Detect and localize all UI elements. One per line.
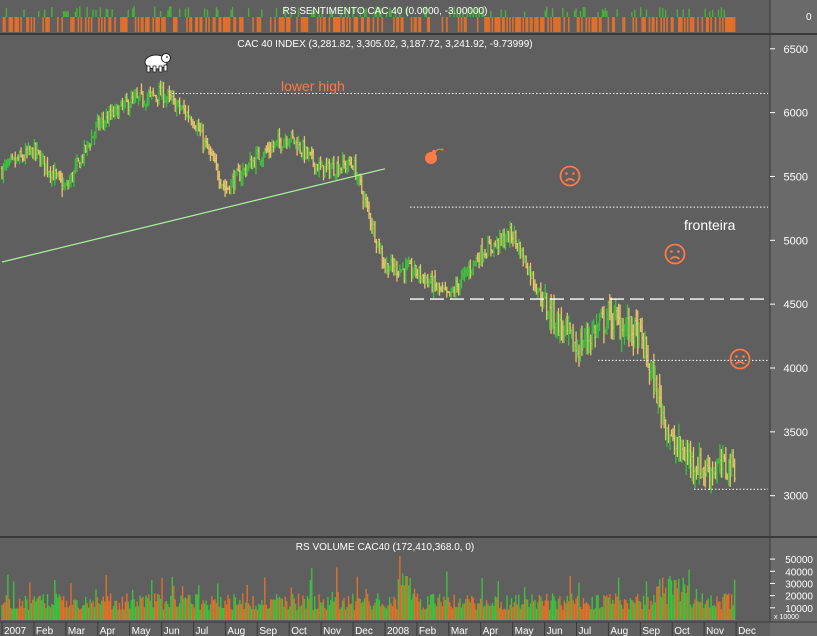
time-tick-label: Jun xyxy=(547,626,563,636)
volume-tick-label: 30000 xyxy=(785,579,813,590)
time-axis: 2007 Feb Mar Apr May Jun Jul Aug Sep Oct Nov Dec 200… xyxy=(1,622,756,636)
trendline xyxy=(1,168,386,263)
price-tick-label: 4500 xyxy=(784,299,808,311)
time-tick-label: May xyxy=(515,626,534,636)
volume-title: RS VOLUME CAC40 (172,410,368.0, 0) xyxy=(296,542,474,553)
time-tick-label: Oct xyxy=(674,626,690,636)
fronteira-annotation: fronteira xyxy=(684,217,736,233)
volume-tick-label: 50000 xyxy=(785,555,813,566)
price-tick-label: 4000 xyxy=(784,363,808,375)
time-tick-label: Mar xyxy=(451,626,469,636)
axis-panel xyxy=(770,0,817,636)
time-tick-label: Nov xyxy=(323,626,341,636)
price-title: CAC 40 INDEX (3,281.82, 3,305.02, 3,187.… xyxy=(237,39,532,50)
sad-face-icon xyxy=(729,348,751,370)
time-tick-label: Apr xyxy=(100,626,116,636)
sentiment-axis-label: 0 xyxy=(806,12,812,23)
price-tick-label: 5500 xyxy=(784,171,808,183)
volume-tick-label: 20000 xyxy=(785,592,813,603)
sad-face-icon xyxy=(664,243,686,265)
time-tick-label: Mar xyxy=(68,626,86,636)
reference-lines xyxy=(1,92,768,490)
price-tick-label: 6000 xyxy=(784,108,808,120)
time-tick-label: May xyxy=(132,626,151,636)
time-tick-label: Dec xyxy=(738,626,756,636)
time-tick-label: Nov xyxy=(706,626,724,636)
time-tick-label: Dec xyxy=(355,626,373,636)
time-tick-label: Feb xyxy=(419,626,437,636)
volume-tick-label: 40000 xyxy=(785,567,813,578)
time-tick-label: Aug xyxy=(610,626,628,636)
lower-high-annotation: lower high xyxy=(281,78,345,94)
price-tick-label: 3500 xyxy=(784,427,808,439)
price-tick-label: 3000 xyxy=(784,491,808,503)
sentiment-bars xyxy=(2,6,736,32)
time-tick-label: Jul xyxy=(579,626,592,636)
bear-icon xyxy=(144,53,171,73)
time-tick-label: 2008 xyxy=(387,626,410,636)
time-tick-label: Oct xyxy=(291,626,307,636)
price-tick-label: 6500 xyxy=(784,44,808,56)
time-tick-label: Sep xyxy=(642,626,660,636)
price-axis: 6500 6000 5500 5000 4500 4000 3500 3000 xyxy=(770,44,808,503)
volume-tick-label: 10000 xyxy=(785,604,813,615)
time-tick-label: Apr xyxy=(483,626,499,636)
bomb-icon: * xyxy=(425,147,444,164)
volume-bars xyxy=(1,555,736,620)
time-tick-label: Aug xyxy=(227,626,245,636)
sad-face-icon xyxy=(559,165,581,187)
price-tick-label: 5000 xyxy=(784,235,808,247)
time-tick-label: Sep xyxy=(259,626,277,636)
volume-multiplier: x 10000 xyxy=(774,614,799,621)
time-tick-label: Feb xyxy=(36,626,54,636)
time-tick-label: Jul xyxy=(196,626,209,636)
time-tick-label: 2007 xyxy=(4,626,27,636)
time-tick-label: Jun xyxy=(164,626,180,636)
svg-text:*: * xyxy=(441,147,444,156)
price-bars xyxy=(0,80,736,494)
sentiment-title: RS SENTIMENTO CAC 40 (0.0000, -3.00000) xyxy=(283,6,488,17)
